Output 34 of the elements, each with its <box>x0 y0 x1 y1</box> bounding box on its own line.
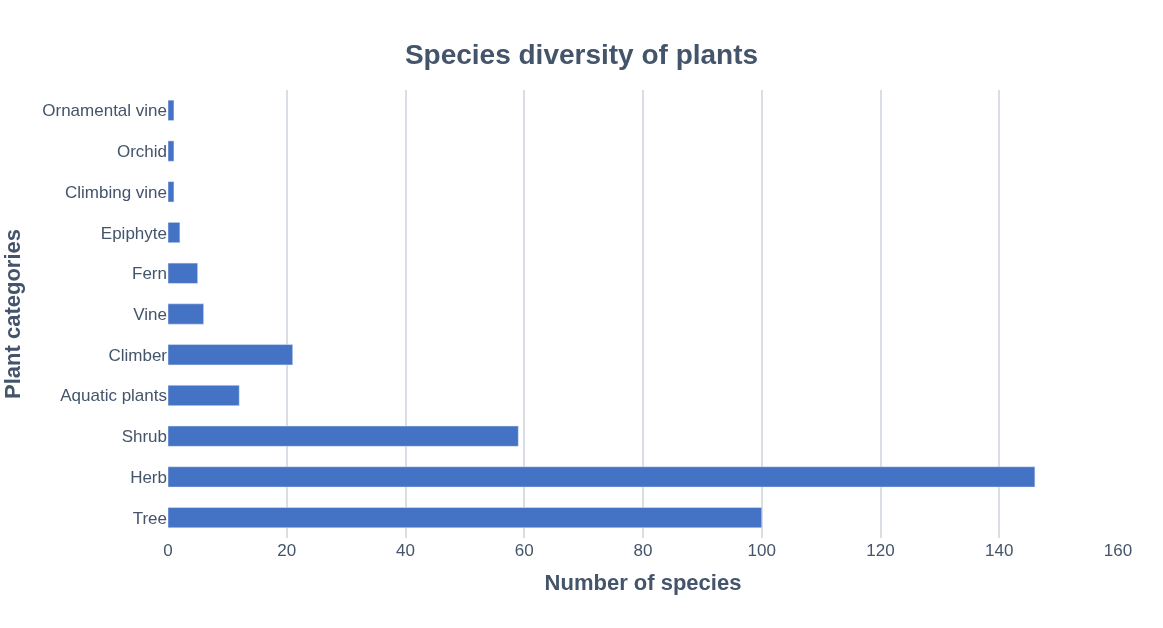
y-tick-label: Fern <box>132 264 167 284</box>
bar <box>168 140 175 162</box>
y-axis-title: Plant categories <box>0 229 26 399</box>
y-tick-label: Climber <box>108 345 168 365</box>
y-tick-label: Orchid <box>116 142 167 162</box>
y-tick-label: Ornamental vine <box>42 101 167 121</box>
y-tick-label: Tree <box>132 508 167 528</box>
y-tick-label: Climbing vine <box>64 182 167 202</box>
x-tick-label: 20 <box>277 541 297 560</box>
x-tick-label: 140 <box>985 541 1014 560</box>
x-tick-label: 40 <box>396 541 415 560</box>
bar <box>168 303 204 325</box>
bar <box>168 262 198 284</box>
chart-title: Species diversity of plants <box>404 38 759 70</box>
bar <box>168 425 519 447</box>
bar <box>168 507 762 529</box>
x-axis-title: Number of species <box>544 569 742 595</box>
bar <box>168 181 175 203</box>
y-tick-label: Shrub <box>121 427 167 447</box>
bar <box>168 466 1036 488</box>
y-tick-label: Herb <box>130 467 167 487</box>
x-tick-label: 120 <box>866 541 895 560</box>
x-tick-label: 80 <box>633 541 653 560</box>
y-tick-label: Vine <box>133 304 167 324</box>
y-tick-label: Epiphyte <box>100 223 167 243</box>
y-tick-label: Aquatic plants <box>60 386 167 406</box>
x-tick-label: 60 <box>514 541 534 560</box>
x-tick-label: 100 <box>747 541 776 560</box>
x-tick-label: 160 <box>1103 541 1133 560</box>
bar <box>168 99 175 121</box>
bar <box>168 344 293 366</box>
bar <box>168 222 181 243</box>
x-tick-label: 0 <box>163 541 173 560</box>
bar <box>168 385 240 406</box>
